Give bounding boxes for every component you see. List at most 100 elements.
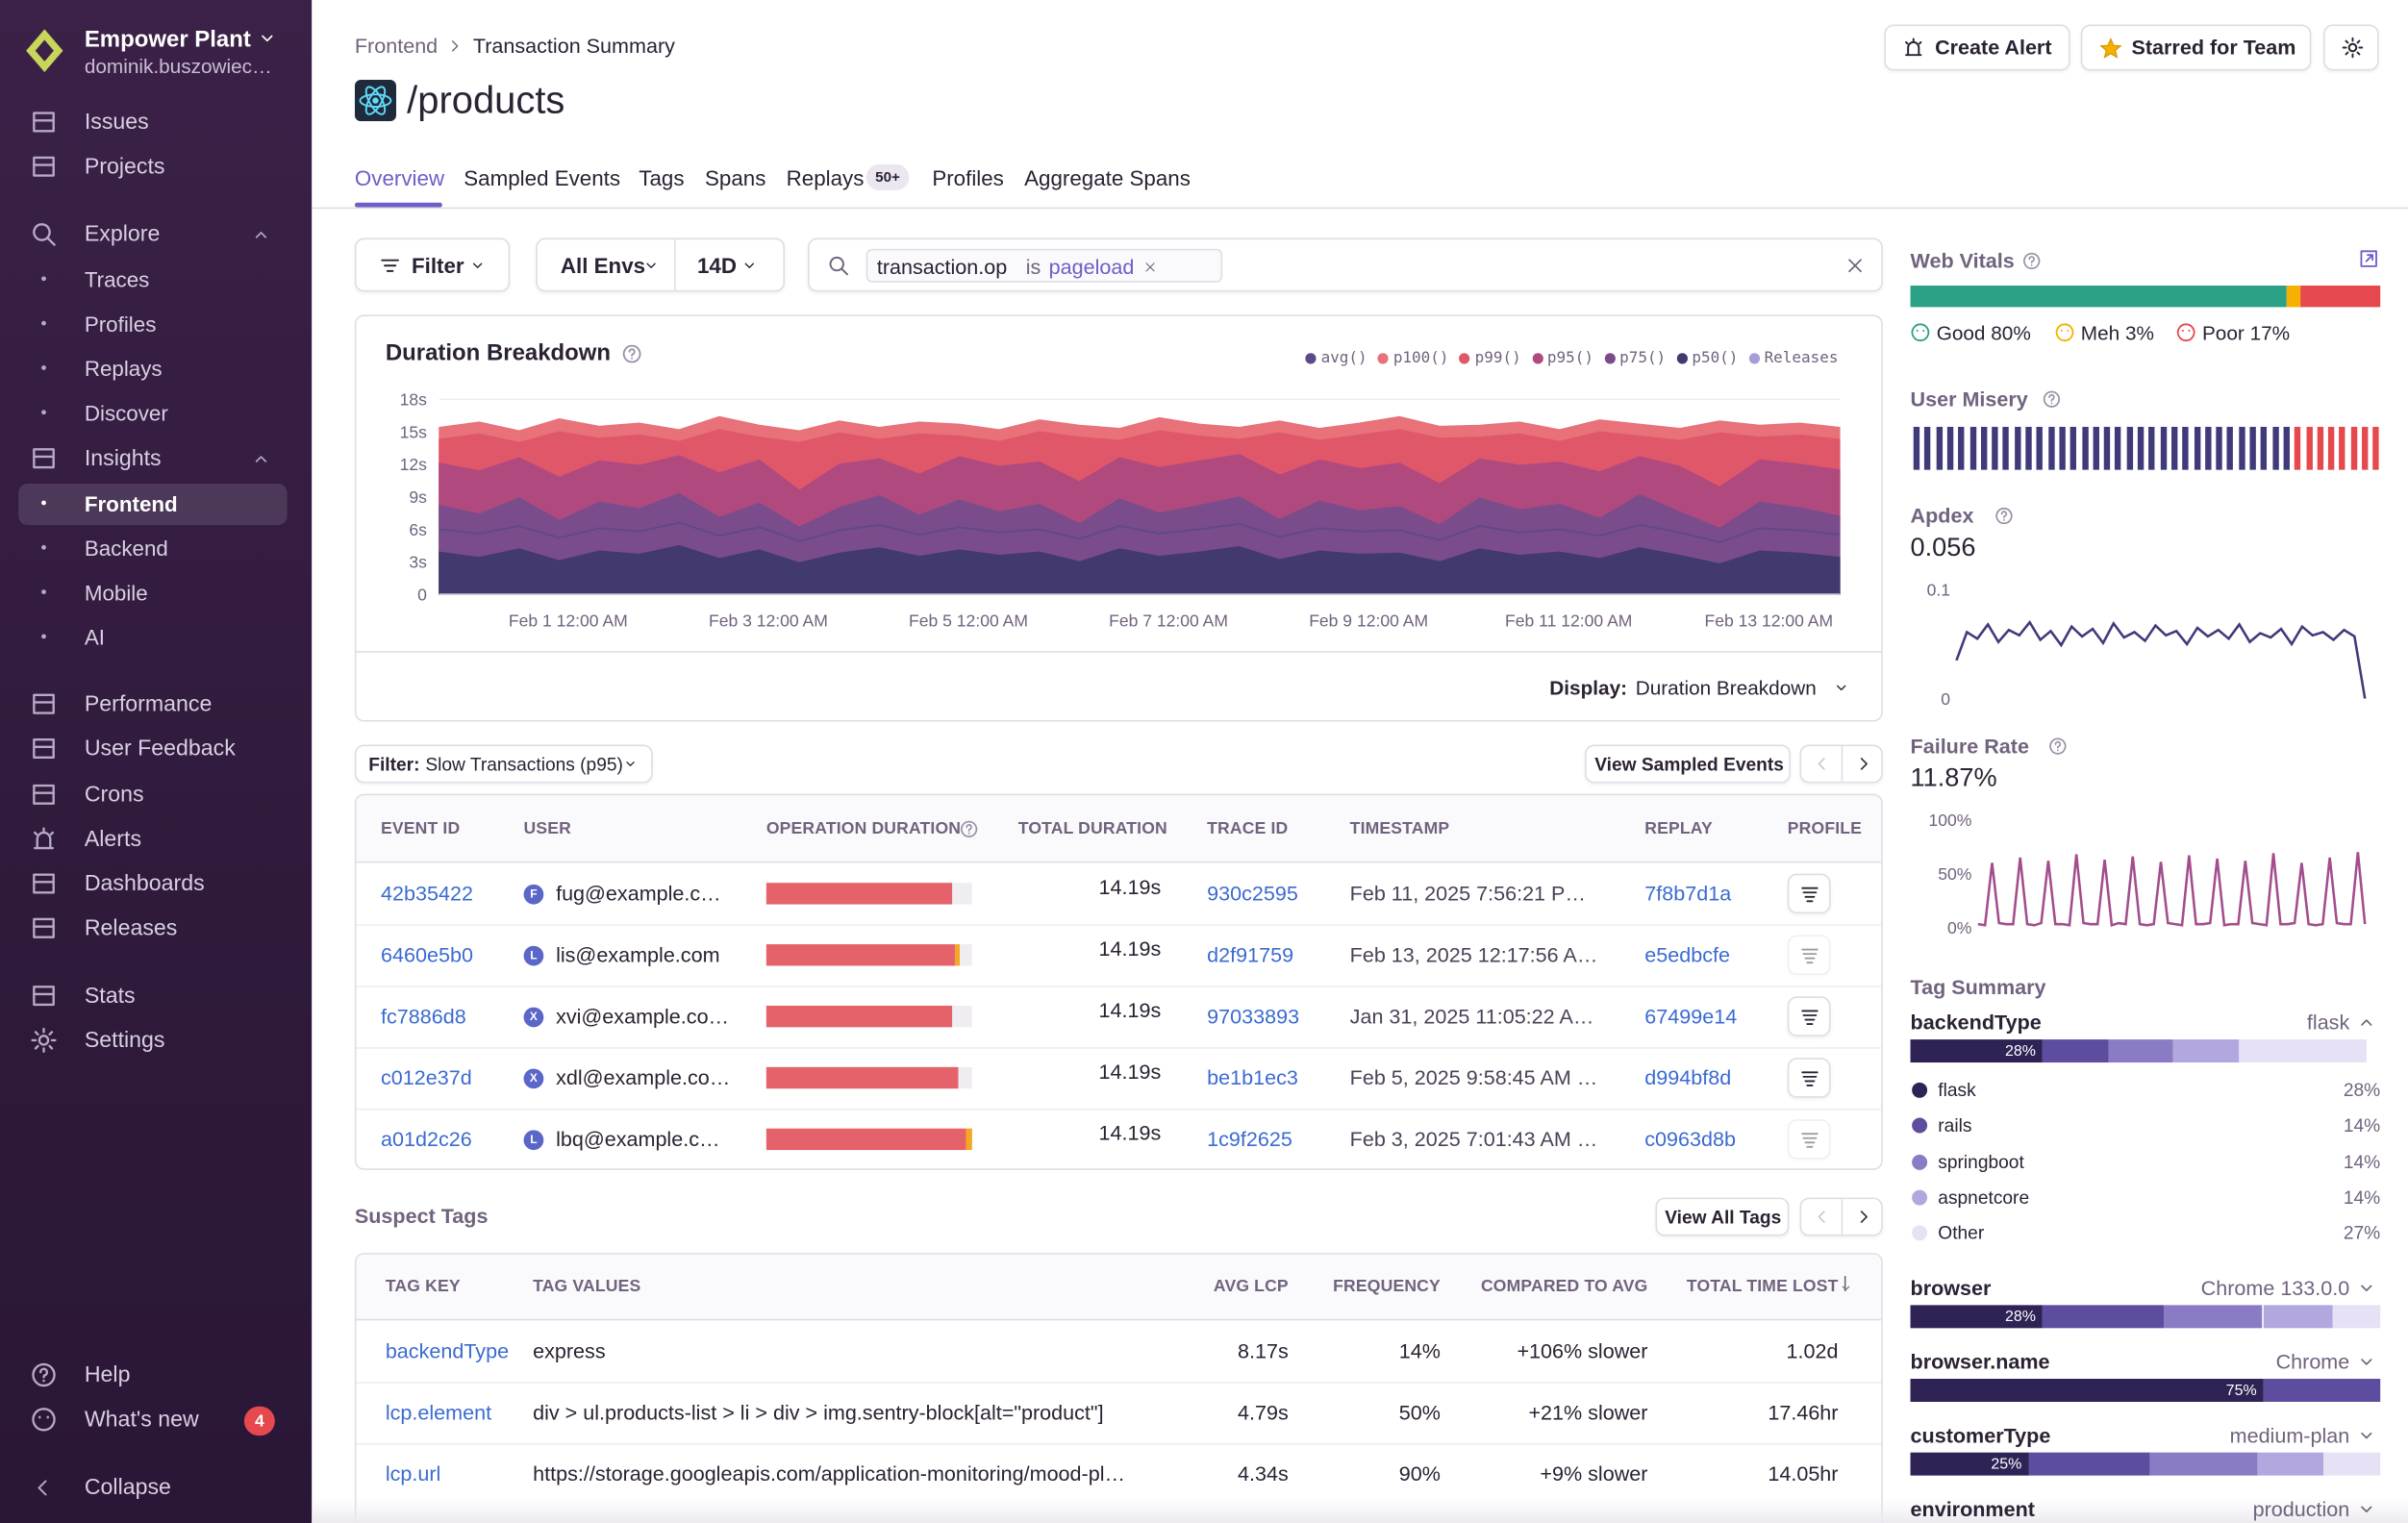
whats-new[interactable]: What's new [85, 1408, 199, 1433]
tab[interactable]: Sampled Events [464, 165, 620, 190]
nav-item[interactable]: User Feedback [85, 737, 236, 762]
nav-icon-glyph [34, 695, 53, 713]
event-id[interactable]: fc7886d8 [381, 1005, 466, 1028]
nav-item[interactable]: Projects [85, 155, 165, 180]
collapse-icon-glyph [39, 1481, 46, 1494]
trace-id[interactable]: 930c2595 [1207, 882, 1298, 905]
misery-bar [2350, 427, 2356, 470]
breadcrumb-item[interactable]: Frontend [355, 35, 438, 58]
tag-legend-name: aspnetcore [1938, 1186, 2029, 1208]
nav-subitem[interactable]: Mobile [85, 581, 148, 606]
replay-id[interactable]: 67499e14 [1644, 1005, 1737, 1028]
create-alert-icon [1903, 37, 1924, 58]
misery-bar [2093, 427, 2098, 470]
nav-item[interactable]: Explore [85, 223, 161, 248]
tab[interactable]: Aggregate Spans [1024, 165, 1191, 190]
total-duration: 14.19s [1099, 937, 1162, 961]
misery-bar [2104, 427, 2110, 470]
misery-bar [2070, 427, 2076, 470]
event-id[interactable]: 42b35422 [381, 882, 473, 905]
nav-item[interactable]: Performance [85, 692, 213, 717]
tag-top-value[interactable]: Chrome 133.0.0 [2201, 1277, 2350, 1300]
vital-face-glyph [1912, 324, 1928, 340]
nav-subitem[interactable]: AI [85, 625, 105, 650]
view-all-tags[interactable]: View All Tags [1655, 1198, 1789, 1236]
nav-item[interactable]: Stats [85, 985, 136, 1010]
tag-key[interactable]: lcp.element [386, 1401, 491, 1424]
filter-button[interactable]: Filter [355, 238, 510, 292]
user-avatar: F [524, 884, 544, 904]
web-vitals-segment [1911, 286, 2287, 307]
tag-top-value[interactable]: Chrome [2276, 1350, 2350, 1373]
nav-item[interactable]: Crons [85, 783, 144, 808]
view-sampled-events[interactable]: View Sampled Events [1585, 744, 1791, 783]
replay-id[interactable]: c0963d8b [1644, 1128, 1736, 1151]
tag-legend-value: 14% [2344, 1151, 2380, 1172]
column-header: USER [524, 820, 571, 838]
pager-sep [1842, 746, 1844, 782]
profile-button[interactable] [1788, 996, 1831, 1036]
misery-bar [1969, 427, 1975, 470]
nav-icon [31, 221, 57, 247]
profile-button[interactable] [1788, 874, 1831, 914]
collapse[interactable]: Collapse [85, 1476, 171, 1501]
search-bar[interactable]: transaction.opispageload [808, 238, 1883, 292]
nav-item[interactable]: Dashboards [85, 872, 205, 897]
replay-id[interactable]: d994bf8d [1644, 1066, 1731, 1089]
profile-button[interactable] [1788, 1058, 1831, 1098]
nav-subitem[interactable]: Backend [85, 536, 168, 561]
user-email: lis@example.com [556, 943, 719, 966]
settings-button[interactable] [2323, 25, 2378, 71]
nav-item[interactable]: Issues [85, 111, 149, 136]
column-header: TIMESTAMP [1350, 820, 1450, 838]
tab[interactable]: Spans [705, 165, 765, 190]
event-id[interactable]: 6460e5b0 [381, 943, 473, 966]
row-divider [356, 1382, 1881, 1384]
nav-subitem[interactable]: Replays [85, 356, 163, 381]
nav-subitem[interactable]: Traces [85, 267, 150, 292]
help[interactable]: Help [85, 1363, 131, 1388]
trace-id[interactable]: be1b1ec3 [1207, 1066, 1298, 1089]
total-duration: 14.19s [1099, 999, 1162, 1022]
tab[interactable]: Profiles [932, 165, 1004, 190]
tag-top-value[interactable]: flask [2307, 1011, 2349, 1035]
starred-button[interactable]: Starred for Team [2081, 25, 2312, 71]
replay-id[interactable]: e5edbcfe [1644, 943, 1730, 966]
y-tick-label: 9s [409, 487, 427, 507]
nav-subitem[interactable]: Discover [85, 401, 168, 426]
misery-bar [2328, 427, 2334, 470]
filter-chevron [470, 258, 486, 273]
event-id[interactable]: a01d2c26 [381, 1128, 472, 1151]
replay-id[interactable]: 7f8b7d1a [1644, 882, 1731, 905]
trace-id[interactable]: 1c9f2625 [1207, 1128, 1292, 1151]
nav-subitem[interactable]: Profiles [85, 312, 157, 337]
tag-top-value[interactable]: medium-plan [2230, 1424, 2350, 1447]
display-value[interactable]: Duration Breakdown [1636, 676, 1817, 699]
events-filter[interactable]: Filter:Slow Transactions (p95) [355, 744, 653, 783]
events-filter-label: Filter: [368, 754, 419, 775]
event-id[interactable]: c012e37d [381, 1066, 472, 1089]
tab[interactable]: Replays [787, 165, 865, 190]
tag-top-value[interactable]: production [2253, 1498, 2350, 1521]
period-label[interactable]: 14D [697, 253, 737, 278]
tab[interactable]: Tags [639, 165, 684, 190]
help-icon-glyph [40, 1369, 47, 1378]
nav-item[interactable]: Settings [85, 1029, 165, 1054]
tab[interactable]: Overview [355, 165, 444, 190]
trace-id[interactable]: 97033893 [1207, 1005, 1299, 1028]
tag-key[interactable]: lcp.url [386, 1462, 441, 1486]
tag-key[interactable]: backendType [386, 1339, 509, 1362]
env-label[interactable]: All Envs [561, 253, 645, 278]
apdex-chart: 0.10 [1911, 582, 2381, 706]
nav-subitem[interactable]: Frontend [85, 491, 178, 516]
tag-legend-name: springboot [1938, 1151, 2024, 1172]
nav-item[interactable]: Releases [85, 916, 178, 941]
trace-id[interactable]: d2f91759 [1207, 943, 1293, 966]
nav-icon-glyph [34, 449, 53, 467]
tag-toggle-glyph [2362, 1434, 2371, 1438]
panel-help-glyph [2029, 257, 2034, 262]
create-alert-button[interactable]: Create Alert [1884, 25, 2069, 71]
nav-item[interactable]: Alerts [85, 828, 141, 853]
nav-item[interactable]: Insights [85, 447, 162, 472]
